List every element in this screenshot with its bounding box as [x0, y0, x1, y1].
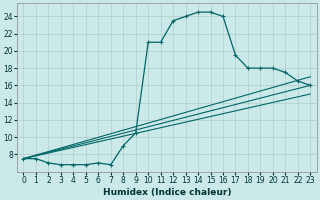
- X-axis label: Humidex (Indice chaleur): Humidex (Indice chaleur): [103, 188, 231, 197]
